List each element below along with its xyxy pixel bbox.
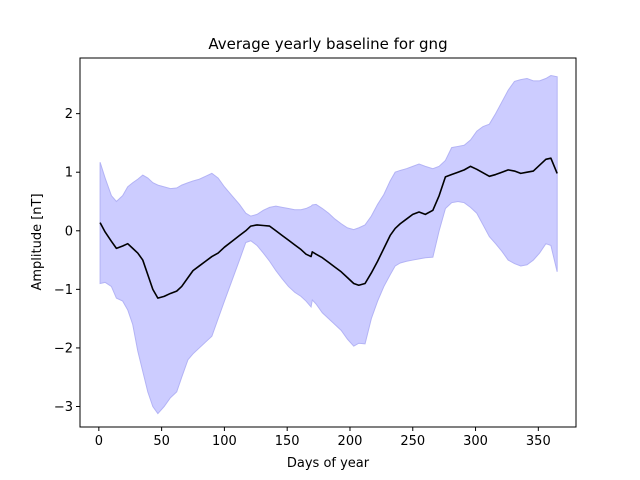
x-tick-label: 0 xyxy=(95,434,103,449)
confidence-band xyxy=(99,75,558,415)
y-tick-label: −1 xyxy=(54,283,73,298)
x-tick-label: 150 xyxy=(275,434,300,449)
x-axis: 0 50 100 150 200 250 300 350 xyxy=(95,427,551,449)
x-tick-label: 100 xyxy=(212,434,237,449)
y-tick-label: −3 xyxy=(54,400,73,415)
y-axis-label: Amplitude [nT] xyxy=(30,193,45,290)
plot-frame xyxy=(79,57,577,428)
y-axis: −3 −2 −1 0 1 2 xyxy=(54,107,80,415)
y-tick-label: 0 xyxy=(65,224,73,239)
baseline-line xyxy=(99,157,558,299)
x-tick-label: 250 xyxy=(400,434,425,449)
x-tick-label: 300 xyxy=(463,434,488,449)
x-axis-label: Days of year xyxy=(287,456,370,471)
plot-area xyxy=(99,75,558,415)
chart-title: Average yearly baseline for gng xyxy=(208,35,447,53)
y-tick-label: −2 xyxy=(54,341,73,356)
x-tick-label: 200 xyxy=(338,434,363,449)
y-tick-label: 2 xyxy=(65,107,73,122)
x-tick-label: 50 xyxy=(153,434,170,449)
y-tick-label: 1 xyxy=(65,166,73,181)
x-tick-label: 350 xyxy=(526,434,551,449)
